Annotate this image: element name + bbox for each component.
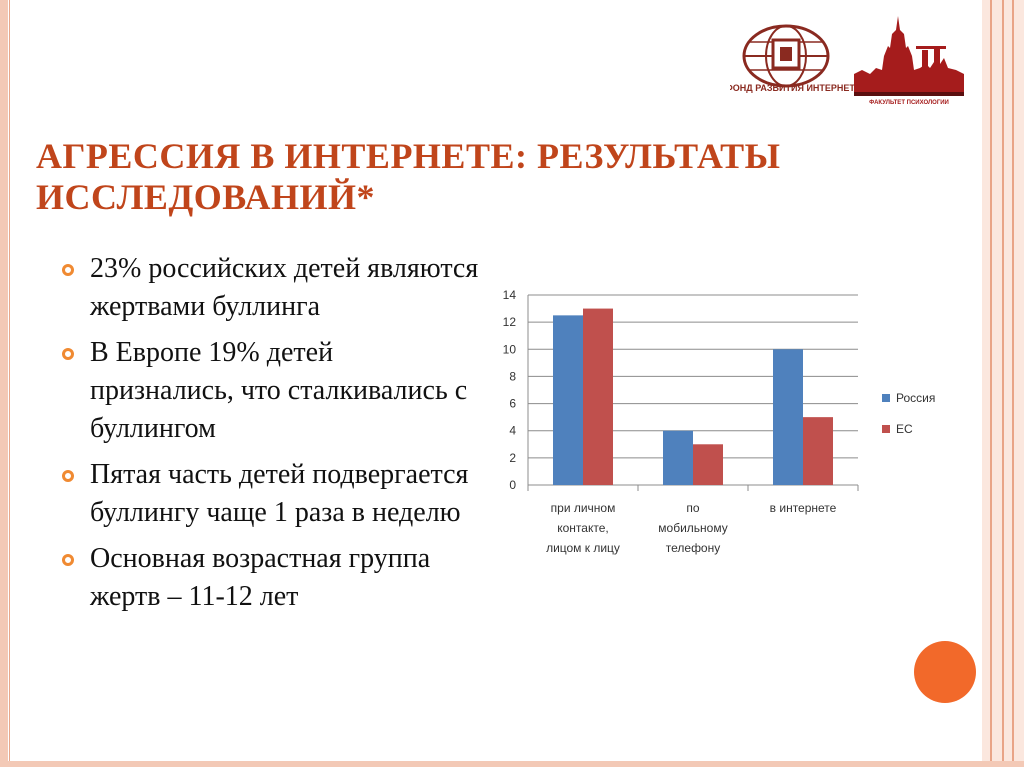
psychology-faculty-logo: ФАКУЛЬТЕТ ПСИХОЛОГИИ <box>854 16 964 106</box>
bullet-circle-icon <box>62 554 74 566</box>
bullet-text: Основная возрастная группа жертв – 11-12… <box>90 543 431 612</box>
slide-border-left-line <box>9 0 10 767</box>
x-category-label: контакте, <box>557 521 608 535</box>
internet-fund-logo: ФОНД РАЗВИТИЯ ИНТЕРНЕТ <box>730 24 855 93</box>
y-tick-label: 6 <box>509 397 516 411</box>
legend-label: Россия <box>896 391 935 405</box>
y-tick-label: 2 <box>509 451 516 465</box>
legend-swatch <box>882 425 890 433</box>
bar-russia <box>773 349 803 485</box>
x-category-label: лицом к лицу <box>546 541 620 555</box>
bullet-circle-icon <box>62 348 74 360</box>
logo2-text: ФАКУЛЬТЕТ ПСИХОЛОГИИ <box>869 100 949 106</box>
bar-eu <box>583 308 613 485</box>
bar-eu <box>803 417 833 485</box>
x-category-label: в интернете <box>770 501 837 515</box>
bullet-circle-icon <box>62 264 74 276</box>
legend-swatch <box>882 394 890 402</box>
y-tick-label: 4 <box>509 424 516 438</box>
bar-russia <box>553 315 583 485</box>
y-tick-label: 14 <box>503 288 517 302</box>
bullet-item: 23% российских детей являются жертвами б… <box>60 250 480 326</box>
bullet-text: Пятая часть детей подвергается буллингу … <box>90 459 469 528</box>
bullet-item: Пятая часть детей подвергается буллингу … <box>60 456 480 532</box>
legend-label: ЕС <box>896 422 913 436</box>
y-tick-label: 0 <box>509 478 516 492</box>
x-category-label: телефону <box>666 541 721 555</box>
bar-chart: 0 2 4 6 8 10 12 14 при личном контакте, лицом к ли… <box>503 288 936 555</box>
slide-title: АГРЕССИЯ В ИНТЕРНЕТЕ: РЕЗУЛЬТАТЫ ИССЛЕДО… <box>36 136 781 217</box>
bullet-text: 23% российских детей являются жертвами б… <box>90 253 479 322</box>
x-category-label: мобильному <box>658 521 727 535</box>
logos: ФОНД РАЗВИТИЯ ИНТЕРНЕТ ФАКУЛЬТЕТ ПСИХОЛО… <box>730 16 964 106</box>
y-tick-label: 8 <box>509 369 516 383</box>
slide-border-left <box>0 0 8 767</box>
y-tick-label: 12 <box>503 315 517 329</box>
bar-eu <box>693 444 723 485</box>
bullet-item: Основная возрастная группа жертв – 11-12… <box>60 540 480 616</box>
bar-russia <box>663 430 693 485</box>
bullet-text: В Европе 19% детей признались, что сталк… <box>90 337 468 444</box>
y-tick-label: 10 <box>503 342 517 356</box>
x-category-label: при личном <box>551 501 616 515</box>
bullet-item: В Европе 19% детей признались, что сталк… <box>60 334 480 448</box>
slide-border-right <box>982 0 1024 767</box>
bullet-list: 23% российских детей являются жертвами б… <box>60 250 480 624</box>
logo1-text: ФОНД РАЗВИТИЯ ИНТЕРНЕТ <box>730 83 855 93</box>
bullet-circle-icon <box>62 470 74 482</box>
decorative-orange-circle <box>914 641 976 703</box>
slide-border-bottom <box>0 761 1024 767</box>
x-category-label: по <box>686 501 699 515</box>
